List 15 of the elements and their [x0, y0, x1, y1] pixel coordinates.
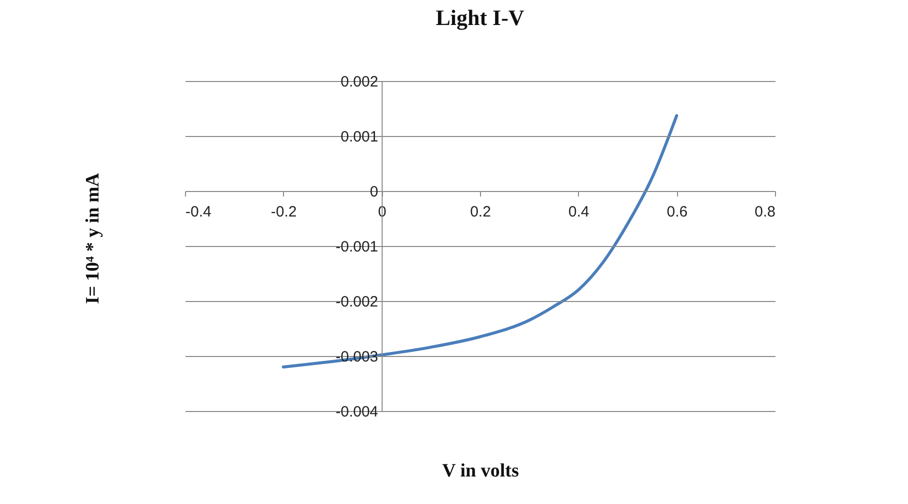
- chart-title: Light I-V: [436, 5, 524, 30]
- y-tick-label: 0.001: [340, 128, 378, 146]
- y-tick-label: 0: [370, 184, 378, 200]
- x-tick-label: -0.2: [270, 204, 297, 220]
- y-axis-title: I= 10⁴ * y in mA: [82, 172, 104, 304]
- x-tick-label: 0.8: [754, 204, 776, 220]
- y-tick-label: -0.004: [336, 404, 378, 420]
- y-tick-label: 0.002: [340, 74, 378, 90]
- x-tick-label: 0.6: [666, 204, 688, 220]
- x-tick-label: -0.4: [186, 204, 212, 220]
- y-tick-label: -0.001: [336, 238, 378, 256]
- x-axis-title: V in volts: [442, 460, 519, 482]
- x-tick-label: 0.4: [568, 204, 590, 220]
- x-tick-label: 0.2: [470, 204, 491, 220]
- y-tick-label: -0.002: [336, 294, 378, 310]
